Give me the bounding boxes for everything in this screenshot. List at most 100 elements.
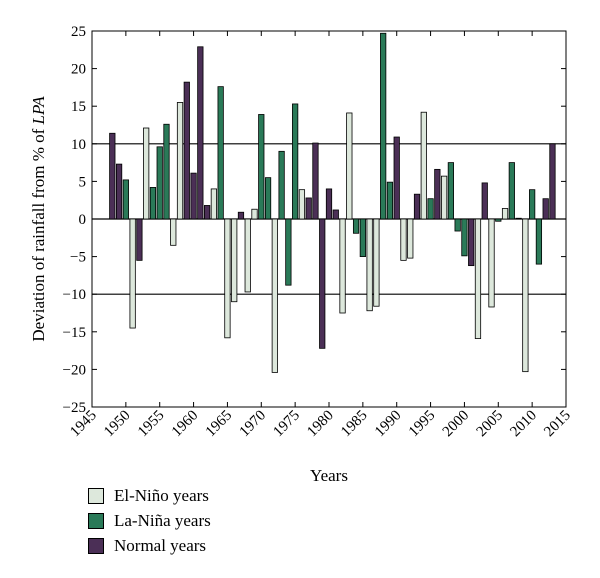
bar xyxy=(149,187,157,220)
bar xyxy=(366,218,373,312)
legend: El-Niño years La-Niña years Normal years xyxy=(88,483,211,558)
bar xyxy=(298,189,306,220)
bar xyxy=(427,198,434,220)
x-tick-label: 1985 xyxy=(338,408,371,441)
legend-swatch-normal xyxy=(88,537,104,554)
bar xyxy=(468,218,475,267)
bar xyxy=(454,218,461,232)
x-axis-title: Years xyxy=(310,466,348,485)
x-tick-label: 1960 xyxy=(169,408,202,441)
x-tick-label: 2015 xyxy=(541,408,574,441)
bar xyxy=(210,188,217,220)
legend-label-normal: Normal years xyxy=(114,535,207,555)
bar xyxy=(319,218,326,349)
x-tick-label: 1950 xyxy=(101,408,134,441)
bar xyxy=(461,218,468,257)
bar xyxy=(258,114,265,220)
bar xyxy=(217,86,224,220)
bar xyxy=(292,103,299,220)
bar xyxy=(441,175,448,220)
y-axis-ticks: 25 20 15 10 5 0 −5 −10 −15 −20 −25 xyxy=(63,24,566,416)
bar xyxy=(407,218,414,259)
legend-swatch-el-nino xyxy=(88,487,104,504)
y-tick-label: −20 xyxy=(63,362,86,378)
bar xyxy=(447,162,454,220)
bar xyxy=(542,198,549,220)
bar xyxy=(271,218,278,373)
bar xyxy=(197,46,204,220)
legend-item-la-nina: La-Niña years xyxy=(88,508,211,533)
bar xyxy=(278,150,285,220)
bar xyxy=(474,218,482,339)
reference-lines xyxy=(92,143,566,295)
bar xyxy=(129,218,136,329)
legend-label-la-nina: La-Niña years xyxy=(114,510,211,530)
bar xyxy=(224,218,231,339)
bar xyxy=(115,163,123,220)
bar xyxy=(231,218,238,303)
bar xyxy=(535,218,543,265)
x-tick-label: 1995 xyxy=(406,408,439,441)
bar xyxy=(305,197,312,220)
bar xyxy=(508,162,515,220)
bar xyxy=(380,32,387,220)
y-axis-title-italic: LPA xyxy=(29,96,48,126)
bar xyxy=(434,168,441,220)
legend-item-normal: Normal years xyxy=(88,533,211,558)
bar xyxy=(170,218,177,246)
bar xyxy=(400,218,407,261)
x-tick-label: 1955 xyxy=(135,408,168,441)
legend-swatch-la-nina xyxy=(88,512,104,529)
x-tick-label: 1970 xyxy=(237,408,270,441)
bar xyxy=(204,205,211,220)
y-tick-label: −25 xyxy=(63,400,86,416)
bar xyxy=(183,81,190,220)
x-tick-label: 2005 xyxy=(474,408,507,441)
bar xyxy=(386,181,394,220)
bar xyxy=(190,172,197,220)
y-tick-label: 20 xyxy=(71,62,86,78)
bar xyxy=(413,193,421,220)
bar xyxy=(122,179,129,220)
bar xyxy=(264,177,272,220)
bar xyxy=(346,112,353,220)
bar xyxy=(163,123,170,220)
x-tick-label: 1990 xyxy=(372,408,405,441)
bar xyxy=(359,218,366,257)
bar xyxy=(251,208,258,220)
bar xyxy=(109,132,116,220)
bar xyxy=(285,218,292,286)
bar xyxy=(488,218,495,308)
y-tick-label: 0 xyxy=(79,212,87,228)
bar xyxy=(393,136,400,220)
bar xyxy=(143,127,150,220)
bar xyxy=(481,182,488,220)
bars-group xyxy=(109,32,556,373)
bar xyxy=(237,211,245,220)
bar xyxy=(515,217,522,220)
bar xyxy=(332,209,339,220)
bar xyxy=(529,189,536,220)
y-tick-label: −15 xyxy=(63,325,86,341)
bar xyxy=(522,218,529,373)
bar xyxy=(136,218,143,261)
y-axis-title-prefix: Deviation of rainfall from % of xyxy=(29,124,48,341)
y-tick-label: 5 xyxy=(79,174,87,190)
bar xyxy=(420,111,427,220)
bar xyxy=(549,143,556,220)
legend-label-el-nino: El-Niño years xyxy=(114,485,209,505)
bar xyxy=(373,218,380,307)
y-tick-label: 10 xyxy=(71,137,86,153)
bar xyxy=(501,208,509,220)
x-tick-label: 1980 xyxy=(304,408,337,441)
bar xyxy=(312,142,319,220)
bar xyxy=(176,102,184,220)
bar xyxy=(325,188,333,220)
bar xyxy=(495,218,502,222)
legend-item-el-nino: El-Niño years xyxy=(88,483,211,508)
y-tick-label: −10 xyxy=(63,287,86,303)
y-tick-label: 25 xyxy=(71,24,86,40)
bar xyxy=(339,218,346,314)
y-tick-label: 15 xyxy=(71,99,86,115)
